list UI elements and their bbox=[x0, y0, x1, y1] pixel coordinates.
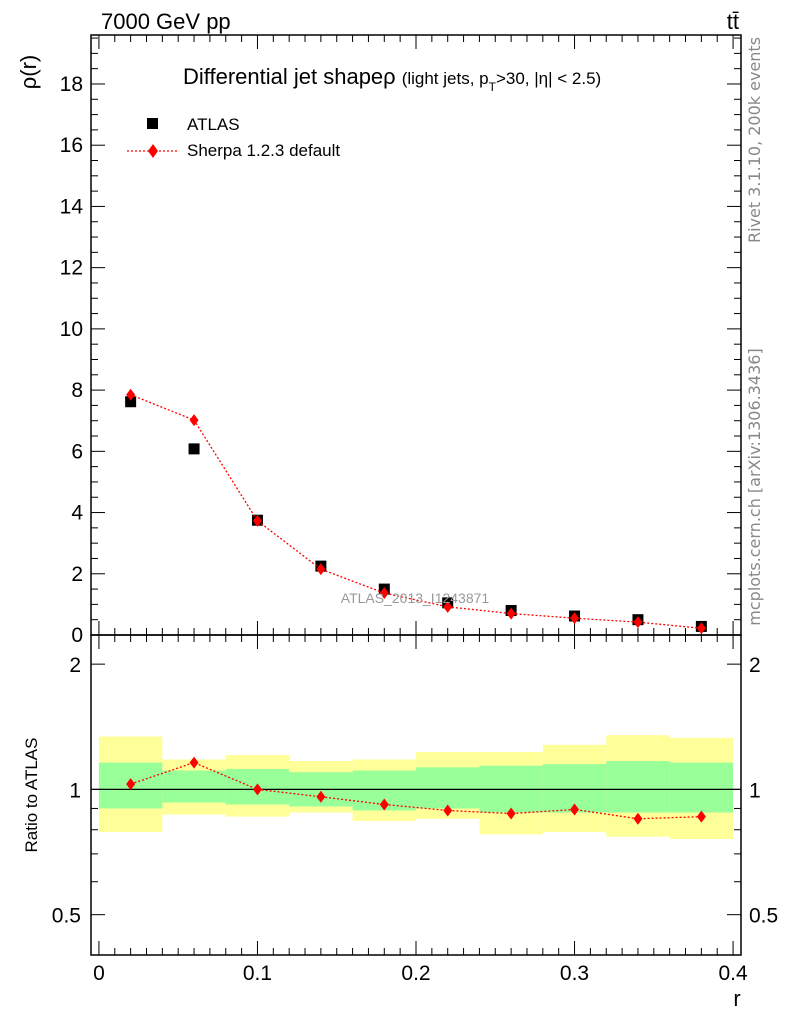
inner-band-bin bbox=[606, 761, 670, 813]
sherpa-ratio-point bbox=[570, 803, 580, 816]
inner-band-bin bbox=[669, 762, 734, 813]
sherpa-data-point bbox=[443, 600, 453, 613]
x-tick-label: 0.2 bbox=[401, 962, 430, 985]
ratio-y-tick-label-right: 1 bbox=[749, 779, 761, 802]
sherpa-data-point bbox=[633, 616, 643, 629]
process-label: tt̄ bbox=[727, 9, 739, 34]
legend-marker-atlas bbox=[147, 118, 158, 129]
data-layer bbox=[125, 388, 707, 825]
x-tick-label: 0.1 bbox=[243, 962, 272, 985]
x-tick-label: 0.3 bbox=[560, 962, 589, 985]
x-axis-title: r bbox=[733, 986, 740, 1011]
sherpa-ratio-point bbox=[126, 778, 136, 791]
y-tick-label: 12 bbox=[60, 257, 83, 280]
legend-marker-sherpa bbox=[148, 144, 158, 158]
plot-title-sub-subscript: T bbox=[489, 80, 497, 94]
ratio-y-tick-label: 1 bbox=[69, 779, 81, 802]
ratio-y-axis-title: Ratio to ATLAS bbox=[22, 738, 41, 853]
sherpa-ratio-point bbox=[506, 807, 516, 820]
plot-title: Differential jet shapeρ (light jets, pT>3… bbox=[183, 64, 601, 94]
sherpa-ratio-point bbox=[316, 790, 326, 803]
y-tick-label: 10 bbox=[60, 318, 83, 341]
ratio-y-tick-label: 2 bbox=[69, 654, 81, 677]
ratio-panel-frame bbox=[90, 634, 742, 956]
y-tick-label: 4 bbox=[71, 502, 83, 525]
y-tick-label: 8 bbox=[71, 379, 83, 402]
legend-label-sherpa: Sherpa 1.2.3 default bbox=[187, 141, 340, 160]
ratio-y-tick-label: 0.5 bbox=[52, 905, 81, 928]
sherpa-data-point bbox=[126, 388, 136, 401]
sherpa-data-point bbox=[189, 414, 199, 427]
ratio-y-tick-label-right: 2 bbox=[749, 654, 761, 677]
sherpa-data-point bbox=[252, 514, 262, 527]
sherpa-data-point bbox=[696, 622, 706, 635]
sherpa-ratio-point bbox=[252, 783, 262, 796]
y-tick-label: 6 bbox=[71, 440, 83, 463]
y-tick-label: 16 bbox=[60, 134, 83, 157]
y-tick-label: 0 bbox=[71, 624, 83, 647]
inner-band-bin bbox=[416, 767, 480, 809]
plot-title-sub-pre: (light jets, p bbox=[402, 69, 489, 88]
atlas-data-point bbox=[125, 396, 137, 408]
analysis-watermark: ATLAS_2013_I1243871 bbox=[341, 590, 490, 606]
ratio-uncertainty-bands bbox=[91, 735, 741, 840]
main-y-axis-title: ρ(r) bbox=[16, 55, 41, 90]
sherpa-data-point bbox=[379, 587, 389, 600]
sherpa-data-point bbox=[570, 612, 580, 625]
sherpa-ratio-point bbox=[379, 798, 389, 811]
y-tick-label: 18 bbox=[60, 73, 83, 96]
y-tick-label: 2 bbox=[71, 563, 83, 586]
sherpa-data-point bbox=[316, 563, 326, 576]
mcplots-label: mcplots.cern.ch [arXiv:1306.3436] bbox=[745, 348, 764, 625]
x-tick-label: 0.4 bbox=[718, 962, 748, 985]
sherpa-ratio-point bbox=[633, 812, 643, 825]
sherpa-ratio-point bbox=[443, 804, 453, 817]
atlas-data-point bbox=[188, 443, 200, 455]
sherpa-ratio-point bbox=[189, 756, 199, 769]
sherpa-ratio-line bbox=[130, 761, 702, 820]
sherpa-ratio-point bbox=[696, 810, 706, 823]
x-tick-label: 0 bbox=[93, 962, 105, 985]
plot-title-sub-post: >30, |η| < 2.5) bbox=[496, 69, 601, 88]
sherpa-data-point bbox=[506, 607, 516, 620]
y-tick-label: 14 bbox=[60, 195, 84, 218]
rivet-label: Rivet 3.1.10, 200k events bbox=[745, 37, 764, 243]
legend-label-atlas: ATLAS bbox=[187, 115, 240, 134]
ratio-y-tick-label-right: 0.5 bbox=[749, 905, 778, 928]
ratio-panel-ticks: 0 0.1 0.2 0.3 0.4 0.5 0.5 1 1 2 2 bbox=[52, 635, 778, 985]
plot-title-rho: ρ bbox=[383, 64, 396, 89]
inner-band-bin bbox=[162, 770, 226, 803]
energy-label: 7000 GeV pp bbox=[101, 9, 231, 34]
plot-title-main: Differential jet shape bbox=[183, 64, 383, 89]
main-panel-ticks: 0 2 4 6 8 10 12 14 16 18 bbox=[60, 35, 741, 647]
